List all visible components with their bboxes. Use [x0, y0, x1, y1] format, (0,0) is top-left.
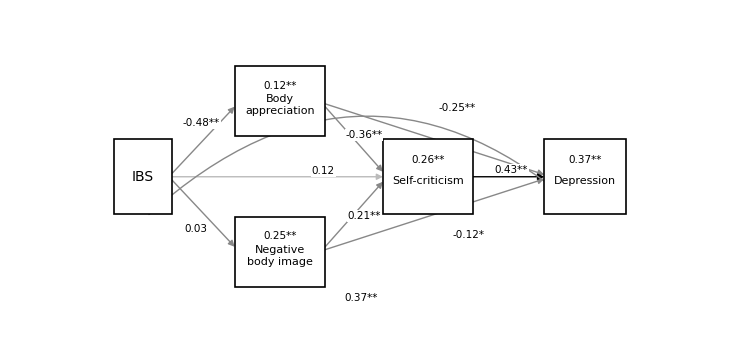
Text: -0.48**: -0.48**	[183, 118, 220, 128]
Text: 0.25**: 0.25**	[263, 231, 296, 242]
Text: 0.43**: 0.43**	[494, 165, 528, 175]
FancyBboxPatch shape	[114, 139, 172, 215]
Text: 0.37**: 0.37**	[344, 293, 378, 303]
FancyBboxPatch shape	[235, 217, 325, 287]
Text: Body
appreciation: Body appreciation	[245, 94, 314, 116]
Text: 0.26**: 0.26**	[411, 155, 445, 165]
Text: Depression: Depression	[554, 175, 616, 186]
Text: 0.03: 0.03	[184, 224, 207, 234]
Text: 0.37**: 0.37**	[568, 155, 602, 165]
Text: IBS: IBS	[132, 170, 154, 184]
FancyBboxPatch shape	[544, 139, 626, 215]
Text: -0.36**: -0.36**	[346, 130, 382, 140]
Text: 0.21**: 0.21**	[347, 211, 381, 221]
Text: 0.12: 0.12	[312, 166, 335, 176]
Text: Self-criticism: Self-criticism	[392, 175, 464, 186]
FancyBboxPatch shape	[383, 139, 473, 215]
Text: -0.12*: -0.12*	[453, 230, 484, 240]
Text: Negative
body image: Negative body image	[247, 245, 313, 266]
Text: 0.12**: 0.12**	[263, 80, 296, 91]
Text: -0.25**: -0.25**	[439, 103, 476, 113]
FancyBboxPatch shape	[235, 66, 325, 136]
